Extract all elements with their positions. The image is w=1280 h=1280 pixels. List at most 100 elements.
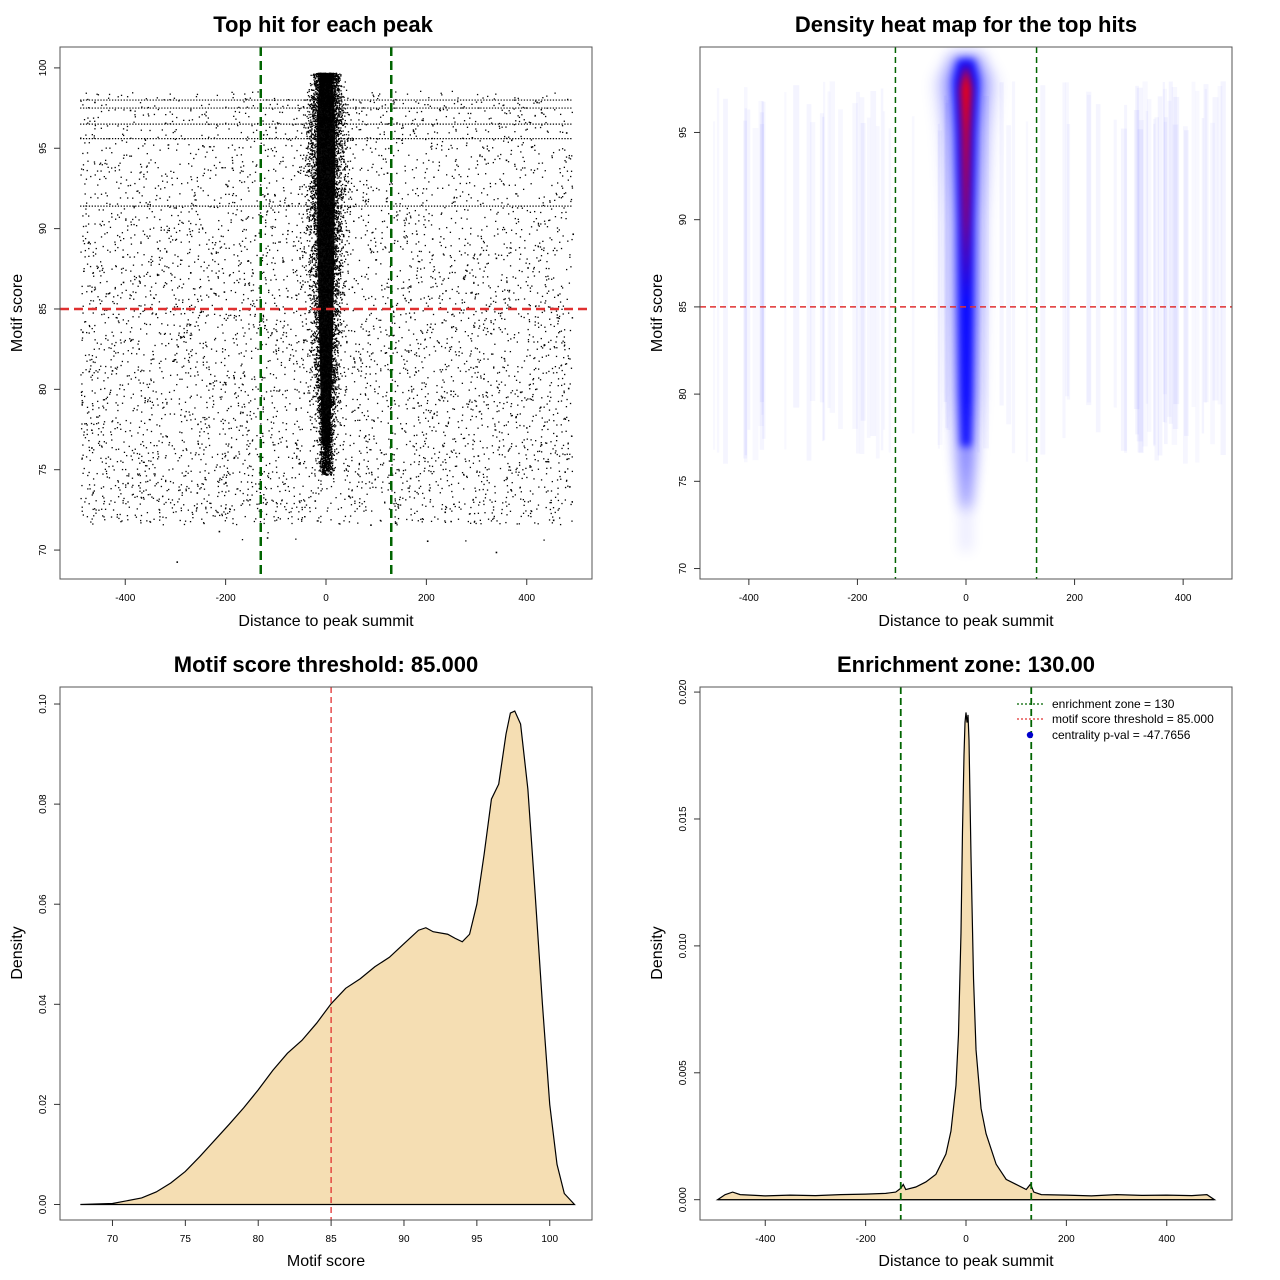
scatter-point bbox=[181, 366, 183, 368]
scatter-point bbox=[467, 242, 469, 244]
scatter-point bbox=[427, 377, 429, 379]
scatter-point bbox=[504, 328, 506, 330]
scatter-point bbox=[215, 362, 217, 364]
scatter-point bbox=[473, 433, 475, 436]
scatter-point bbox=[533, 275, 536, 277]
scatter-point bbox=[192, 288, 195, 290]
scatter-point bbox=[188, 211, 190, 213]
scatter-point bbox=[85, 225, 87, 227]
scatter-point bbox=[256, 332, 258, 334]
scatter-point bbox=[315, 346, 318, 349]
scatter-point bbox=[358, 450, 361, 452]
scatter-point bbox=[283, 190, 285, 192]
scatter-point bbox=[248, 453, 250, 456]
scatter-point bbox=[101, 164, 103, 166]
scatter-point bbox=[531, 285, 533, 287]
scatter-point bbox=[352, 366, 354, 368]
scatter-point bbox=[454, 201, 456, 203]
scatter-point bbox=[384, 288, 386, 290]
scatter-point bbox=[242, 147, 244, 149]
scatter-point bbox=[415, 101, 417, 103]
scatter-point bbox=[397, 149, 399, 152]
scatter-point bbox=[291, 348, 294, 351]
scatter-point bbox=[524, 239, 526, 242]
scatter-point bbox=[518, 116, 521, 119]
scatter-point bbox=[278, 211, 280, 213]
scatter-point bbox=[195, 153, 197, 156]
scatter-point bbox=[247, 297, 249, 300]
scatter-point bbox=[223, 474, 225, 476]
scatter-point bbox=[207, 296, 210, 298]
scatter-point bbox=[373, 438, 375, 440]
scatter-point bbox=[288, 490, 290, 492]
scatter-point bbox=[478, 489, 481, 491]
scatter-point bbox=[137, 405, 139, 407]
scatter-point bbox=[84, 142, 86, 144]
scatter-point bbox=[158, 500, 160, 502]
scatter-point bbox=[239, 425, 242, 427]
scatter-point bbox=[186, 449, 188, 451]
scatter-point bbox=[191, 511, 193, 514]
scatter-point bbox=[91, 355, 94, 357]
scatter-point bbox=[364, 393, 367, 395]
scatter-point bbox=[105, 147, 107, 149]
scatter-point bbox=[441, 145, 443, 147]
scatter-point bbox=[120, 94, 123, 97]
scatter-point bbox=[333, 481, 335, 483]
scatter-point bbox=[396, 302, 399, 305]
scatter-point bbox=[285, 428, 287, 431]
scatter-point bbox=[506, 280, 508, 282]
scatter-point bbox=[353, 220, 355, 222]
scatter-point bbox=[472, 448, 474, 450]
scatter-point bbox=[393, 155, 395, 157]
scatter-point bbox=[97, 184, 99, 186]
scatter-point bbox=[271, 294, 274, 296]
scatter-point bbox=[472, 462, 475, 464]
scatter-point bbox=[221, 457, 224, 460]
scatter-point bbox=[350, 119, 352, 121]
scatter-point bbox=[414, 353, 416, 356]
scatter-point bbox=[250, 357, 253, 359]
scatter-point bbox=[110, 516, 113, 518]
scatter-point bbox=[105, 462, 107, 465]
scatter-point bbox=[385, 395, 387, 397]
scatter-point bbox=[125, 468, 127, 471]
scatter-point bbox=[272, 257, 274, 259]
scatter-point bbox=[413, 434, 416, 437]
scatter-point bbox=[158, 263, 160, 266]
scatter-point bbox=[196, 483, 199, 486]
scatter-point bbox=[384, 158, 387, 160]
scatter-point bbox=[307, 103, 310, 105]
scatter-point bbox=[553, 296, 556, 298]
scatter-point bbox=[526, 258, 528, 260]
scatter-point bbox=[480, 375, 482, 377]
scatter-point bbox=[200, 421, 202, 423]
scatter-point bbox=[227, 185, 229, 187]
scatter-point bbox=[538, 102, 540, 104]
scatter-point bbox=[424, 467, 426, 469]
scatter-point bbox=[515, 193, 517, 195]
scatter-point bbox=[521, 400, 523, 402]
scatter-point bbox=[410, 251, 413, 253]
scatter-point bbox=[456, 290, 458, 293]
scatter-point bbox=[534, 149, 536, 151]
scatter-point bbox=[106, 231, 108, 234]
scatter-point bbox=[84, 321, 87, 323]
scatter-point bbox=[101, 269, 103, 271]
scatter-point bbox=[561, 148, 564, 150]
scatter-point bbox=[256, 434, 258, 437]
scatter-point bbox=[262, 321, 265, 323]
scatter-point bbox=[388, 460, 391, 462]
scatter-point bbox=[310, 495, 312, 498]
scatter-point bbox=[82, 152, 84, 155]
scatter-point bbox=[527, 313, 529, 315]
scatter-point bbox=[127, 185, 129, 187]
scatter-point bbox=[235, 438, 238, 441]
scatter-point bbox=[556, 347, 558, 349]
scatter-point bbox=[214, 380, 216, 382]
scatter-point bbox=[237, 405, 240, 407]
scatter-point bbox=[340, 507, 343, 509]
scatter-point bbox=[93, 275, 95, 277]
scatter-point bbox=[130, 155, 133, 157]
scatter-point bbox=[293, 241, 295, 243]
